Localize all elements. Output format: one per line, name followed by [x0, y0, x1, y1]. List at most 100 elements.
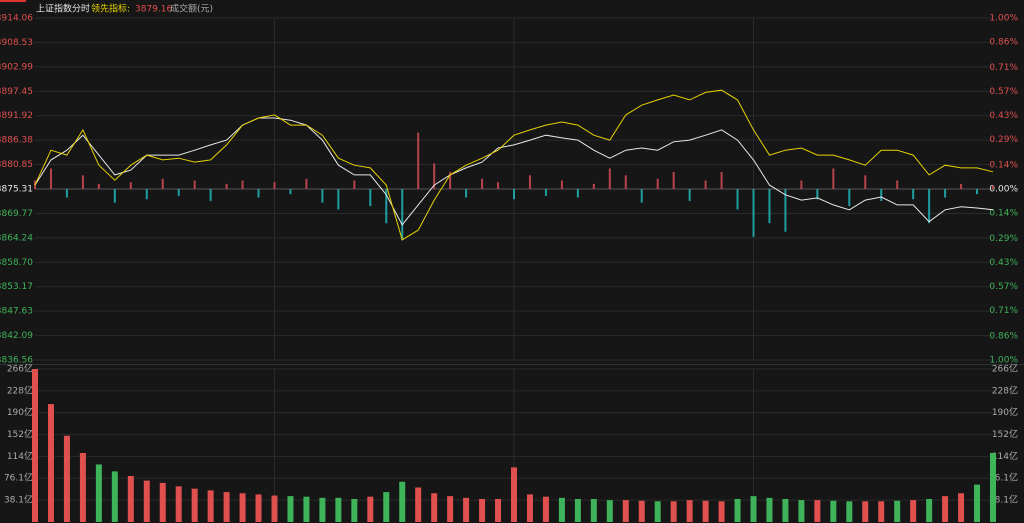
indicator-bar: [880, 189, 883, 201]
volume-bar: [159, 482, 166, 522]
y2-tick-label: 0.14%: [989, 208, 1018, 218]
volume-bar: [526, 494, 533, 522]
volume-bar: [702, 500, 709, 522]
y-tick-label: 152亿: [7, 428, 33, 440]
y-tick-label: 3897.45: [0, 87, 33, 97]
volume-bar: [511, 467, 517, 522]
y2-tick-label: 1.00%: [989, 14, 1018, 24]
symbol[interactable]: 上证指数: [36, 3, 72, 15]
indicator-bar: [896, 180, 899, 189]
indicator-bar: [592, 183, 595, 189]
indicator-bar: [225, 183, 228, 189]
indicator-bar: [401, 189, 404, 241]
indicator-bar: [81, 175, 84, 189]
volume-bar: [479, 498, 486, 522]
volume-bar: [79, 452, 86, 522]
volume-label: 成交额(元): [170, 3, 213, 15]
indicator-bar: [976, 189, 979, 195]
volume-bar: [431, 493, 438, 522]
volume-bar: [303, 496, 310, 522]
y2-tick-label: 38.1亿: [989, 494, 1018, 506]
y-tick-label: 3847.63: [0, 307, 33, 317]
indicator-bar: [449, 171, 452, 189]
volume-bar: [542, 496, 549, 522]
y2-tick-label: 0.29%: [989, 135, 1018, 145]
indicator-bar: [497, 182, 500, 189]
indicator-bar: [544, 189, 547, 196]
y-tick-label: 266亿: [7, 363, 33, 375]
y2-tick-label: 266亿: [992, 363, 1018, 375]
volume-bar: [862, 501, 869, 522]
volume-bar: [574, 498, 581, 522]
indicator-bar: [704, 180, 707, 189]
volume-bar: [606, 500, 613, 522]
volume-bar: [750, 496, 757, 522]
volume-bar: [878, 501, 885, 522]
mode[interactable]: 分时: [72, 3, 90, 15]
indicator-bar: [273, 182, 276, 189]
volume-bar: [447, 496, 454, 522]
indicator-bar: [528, 175, 531, 189]
y-tick-label: 3914.06: [0, 14, 33, 24]
volume-bar: [63, 435, 70, 522]
y-tick-label: 38.1亿: [4, 494, 33, 506]
volume-bar: [990, 452, 996, 522]
volume-bar: [415, 487, 422, 522]
volume-bar: [590, 498, 597, 522]
indicator-bar: [417, 132, 420, 189]
indicator-bar: [576, 189, 579, 198]
indicator-bar: [257, 189, 260, 198]
y-tick-label: 3869.77: [0, 209, 33, 219]
y2-tick-label: 1.00%: [989, 356, 1018, 366]
indicator-bar: [608, 168, 611, 189]
volume-bar: [894, 500, 901, 522]
y2-tick-label: 0.57%: [989, 87, 1018, 97]
volume-bar: [95, 464, 102, 522]
y-tick-label: 3864.24: [0, 233, 33, 243]
volume-bar: [686, 500, 693, 522]
indicator-bar: [992, 185, 994, 189]
volume-bar: [734, 498, 741, 522]
y-tick-label: 3908.53: [0, 38, 33, 48]
indicator-bar: [369, 189, 372, 207]
price-line: [34, 89, 994, 241]
indicator-bar: [97, 183, 100, 189]
volume-bar: [239, 493, 246, 522]
volume-bar: [830, 500, 837, 522]
volume-bar: [191, 488, 198, 522]
indicator-value: 3879.16: [135, 5, 172, 15]
y2-tick-label: 0.00%: [989, 185, 1018, 195]
y2-tick-label: 0.14%: [989, 161, 1018, 171]
volume-bar: [942, 496, 949, 522]
y2-tick-label: 0.43%: [989, 258, 1018, 268]
volume-bar: [287, 496, 294, 522]
volume-bar: [335, 497, 342, 522]
indicator-bar: [305, 178, 308, 189]
volume-bar: [910, 500, 917, 522]
indicator-bar: [832, 168, 835, 189]
volume-bar: [207, 490, 214, 522]
indicator-bar: [321, 189, 324, 203]
y-tick-label: 190亿: [7, 406, 33, 418]
indicator-bar: [928, 189, 931, 224]
indicator-bar: [513, 189, 515, 200]
indicator-bar: [800, 180, 803, 189]
indicator-bar: [624, 175, 627, 189]
indicator-bar: [337, 189, 340, 210]
indicator-bar: [177, 189, 180, 196]
volume-bar: [798, 500, 805, 522]
volume-bar: [958, 493, 965, 522]
indicator-bar: [481, 178, 484, 189]
indicator-bar: [113, 189, 116, 203]
y-tick-label: 3853.17: [0, 282, 33, 292]
indicator-bar: [385, 189, 388, 224]
indicator-bar: [960, 183, 963, 189]
volume-bar: [766, 497, 773, 522]
volume-bar: [175, 486, 182, 522]
y-tick-label: 3880.85: [0, 160, 33, 170]
y2-tick-label: 0.29%: [989, 234, 1018, 244]
indicator-bar: [145, 189, 148, 200]
volume-bar: [319, 497, 326, 522]
